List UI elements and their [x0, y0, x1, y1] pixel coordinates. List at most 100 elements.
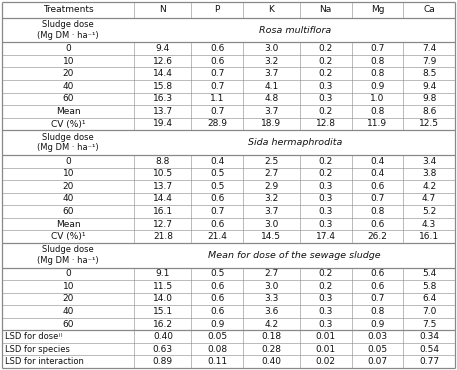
Text: Sludge dose
(Mg DM · ha⁻¹): Sludge dose (Mg DM · ha⁻¹) [37, 245, 99, 265]
Text: 3.0: 3.0 [264, 44, 279, 53]
Text: 0.6: 0.6 [210, 44, 224, 53]
Text: 0.3: 0.3 [319, 82, 333, 91]
Text: 0.6: 0.6 [210, 307, 224, 316]
Text: 0: 0 [65, 269, 71, 278]
Text: 0.3: 0.3 [319, 207, 333, 216]
Text: 3.6: 3.6 [264, 307, 279, 316]
Text: 0.9: 0.9 [370, 82, 385, 91]
Text: LSD for dose⁾⁾: LSD for dose⁾⁾ [5, 332, 63, 341]
Text: CV (%)¹: CV (%)¹ [51, 232, 85, 241]
Text: 0.6: 0.6 [370, 269, 385, 278]
Text: 20: 20 [63, 182, 74, 191]
Text: 10: 10 [63, 169, 74, 178]
Text: 16.1: 16.1 [153, 207, 173, 216]
Text: 0.6: 0.6 [370, 182, 385, 191]
Text: P: P [214, 5, 220, 14]
Text: 0.08: 0.08 [207, 345, 227, 354]
Text: 0.8: 0.8 [370, 207, 385, 216]
Text: 0.5: 0.5 [210, 182, 224, 191]
Text: 0.77: 0.77 [419, 357, 439, 366]
Text: 0: 0 [65, 44, 71, 53]
Text: 2.7: 2.7 [264, 169, 278, 178]
Text: 11.9: 11.9 [367, 120, 388, 128]
Text: 0.6: 0.6 [210, 194, 224, 204]
Text: 0.5: 0.5 [210, 269, 224, 278]
Text: 21.8: 21.8 [153, 232, 173, 241]
Text: 12.5: 12.5 [419, 120, 439, 128]
Text: 0.01: 0.01 [316, 345, 336, 354]
Text: 0.7: 0.7 [210, 82, 224, 91]
Text: 1.1: 1.1 [210, 94, 224, 103]
Text: 0.07: 0.07 [367, 357, 388, 366]
Text: 0.01: 0.01 [316, 332, 336, 341]
Text: 20: 20 [63, 295, 74, 303]
Text: 0.2: 0.2 [319, 157, 333, 166]
Text: 0.34: 0.34 [419, 332, 439, 341]
Text: 0.05: 0.05 [367, 345, 388, 354]
Text: Rosa multiflora: Rosa multiflora [259, 26, 331, 34]
Text: 4.1: 4.1 [264, 82, 278, 91]
Text: 6.4: 6.4 [422, 295, 436, 303]
Text: 0.54: 0.54 [419, 345, 439, 354]
Text: 0.7: 0.7 [210, 69, 224, 78]
Text: 0: 0 [65, 157, 71, 166]
Text: LSD for interaction: LSD for interaction [5, 357, 84, 366]
Text: 60: 60 [63, 94, 74, 103]
Text: 0.3: 0.3 [319, 219, 333, 229]
Text: 0.7: 0.7 [210, 107, 224, 116]
Text: LSD for species: LSD for species [5, 345, 70, 354]
Text: 0.05: 0.05 [207, 332, 227, 341]
Text: 0.9: 0.9 [210, 320, 224, 329]
Text: 0.11: 0.11 [207, 357, 227, 366]
Text: CV (%)¹: CV (%)¹ [51, 120, 85, 128]
Text: 4.2: 4.2 [422, 182, 436, 191]
Text: 2.9: 2.9 [264, 182, 278, 191]
Text: 1.0: 1.0 [370, 94, 385, 103]
Text: 10: 10 [63, 282, 74, 291]
Text: 0.40: 0.40 [153, 332, 173, 341]
Text: 0.4: 0.4 [370, 169, 384, 178]
Text: 7.0: 7.0 [422, 307, 436, 316]
Text: 60: 60 [63, 320, 74, 329]
Text: 40: 40 [63, 82, 74, 91]
Text: 13.7: 13.7 [153, 107, 173, 116]
Text: 4.3: 4.3 [422, 219, 436, 229]
Text: 0.02: 0.02 [316, 357, 335, 366]
Text: Mg: Mg [371, 5, 384, 14]
Text: 3.7: 3.7 [264, 107, 279, 116]
Text: 0.89: 0.89 [153, 357, 173, 366]
Text: 0.6: 0.6 [210, 57, 224, 66]
Text: 16.1: 16.1 [419, 232, 439, 241]
Text: 3.8: 3.8 [422, 169, 436, 178]
Text: 40: 40 [63, 307, 74, 316]
Text: 0.7: 0.7 [370, 44, 385, 53]
Text: 7.4: 7.4 [422, 44, 436, 53]
Text: 9.4: 9.4 [156, 44, 170, 53]
Text: 0.3: 0.3 [319, 320, 333, 329]
Text: Sludge dose
(Mg DM · ha⁻¹): Sludge dose (Mg DM · ha⁻¹) [37, 20, 99, 40]
Text: 5.4: 5.4 [422, 269, 436, 278]
Text: 7.5: 7.5 [422, 320, 436, 329]
Text: 4.2: 4.2 [264, 320, 278, 329]
Text: 3.2: 3.2 [264, 57, 278, 66]
Text: 2.7: 2.7 [264, 269, 278, 278]
Text: 3.2: 3.2 [264, 194, 278, 204]
Text: 5.2: 5.2 [422, 207, 436, 216]
Text: 15.1: 15.1 [153, 307, 173, 316]
Text: 8.8: 8.8 [156, 157, 170, 166]
Text: 16.3: 16.3 [153, 94, 173, 103]
Text: 3.7: 3.7 [264, 207, 279, 216]
Text: 16.2: 16.2 [153, 320, 173, 329]
Text: 9.4: 9.4 [422, 82, 436, 91]
Text: Ca: Ca [423, 5, 435, 14]
Text: 14.0: 14.0 [153, 295, 173, 303]
Text: 28.9: 28.9 [207, 120, 227, 128]
Text: 0.9: 0.9 [370, 320, 385, 329]
Text: Sludge dose
(Mg DM · ha⁻¹): Sludge dose (Mg DM · ha⁻¹) [37, 133, 99, 152]
Text: 14.5: 14.5 [261, 232, 282, 241]
Text: N: N [159, 5, 166, 14]
Text: 15.8: 15.8 [153, 82, 173, 91]
Text: 0.2: 0.2 [319, 107, 333, 116]
Text: 0.6: 0.6 [370, 219, 385, 229]
Text: 10.5: 10.5 [153, 169, 173, 178]
